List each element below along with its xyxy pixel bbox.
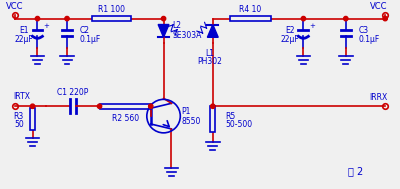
Text: +: + (309, 23, 315, 29)
Text: C1 220P: C1 220P (57, 88, 89, 97)
Circle shape (35, 16, 40, 21)
Circle shape (97, 104, 102, 108)
Polygon shape (158, 25, 169, 37)
Text: C2: C2 (80, 26, 90, 35)
Circle shape (30, 104, 35, 108)
Circle shape (148, 104, 153, 108)
Bar (92, 16, 131, 21)
Text: 图 2: 图 2 (348, 166, 363, 176)
Circle shape (301, 16, 306, 21)
Text: VCC: VCC (6, 2, 24, 11)
Text: 22μF: 22μF (14, 35, 33, 44)
Text: VCC: VCC (370, 2, 387, 11)
Text: IRRX: IRRX (369, 93, 387, 102)
Text: E1: E1 (19, 26, 28, 35)
Text: 50-500: 50-500 (226, 120, 253, 129)
Text: E2: E2 (285, 26, 294, 35)
Text: R2 560: R2 560 (112, 114, 139, 123)
Bar (210, 106, 215, 132)
Text: P1: P1 (181, 107, 191, 116)
Text: 22μF: 22μF (280, 35, 299, 44)
Text: 0.1μF: 0.1μF (80, 35, 101, 44)
Text: 50: 50 (14, 120, 24, 129)
Text: SE303A: SE303A (172, 31, 202, 40)
Text: R3: R3 (14, 112, 24, 121)
Text: L1: L1 (205, 49, 214, 58)
Text: R1 100: R1 100 (98, 5, 125, 14)
Bar (100, 104, 151, 109)
Text: +: + (43, 23, 49, 29)
Text: R4 10: R4 10 (239, 5, 261, 14)
Text: R5: R5 (226, 112, 236, 121)
Bar (30, 108, 35, 130)
Bar (230, 16, 271, 21)
Circle shape (383, 16, 387, 21)
Text: 8550: 8550 (181, 117, 201, 125)
Text: C3: C3 (358, 26, 369, 35)
Text: IRTX: IRTX (13, 92, 30, 101)
Text: 0.1μF: 0.1μF (358, 35, 380, 44)
Text: PH302: PH302 (198, 57, 222, 67)
Circle shape (344, 16, 348, 21)
Text: L2: L2 (172, 22, 182, 30)
Polygon shape (207, 25, 218, 37)
Circle shape (65, 16, 69, 21)
Circle shape (161, 16, 166, 21)
Circle shape (211, 104, 215, 108)
